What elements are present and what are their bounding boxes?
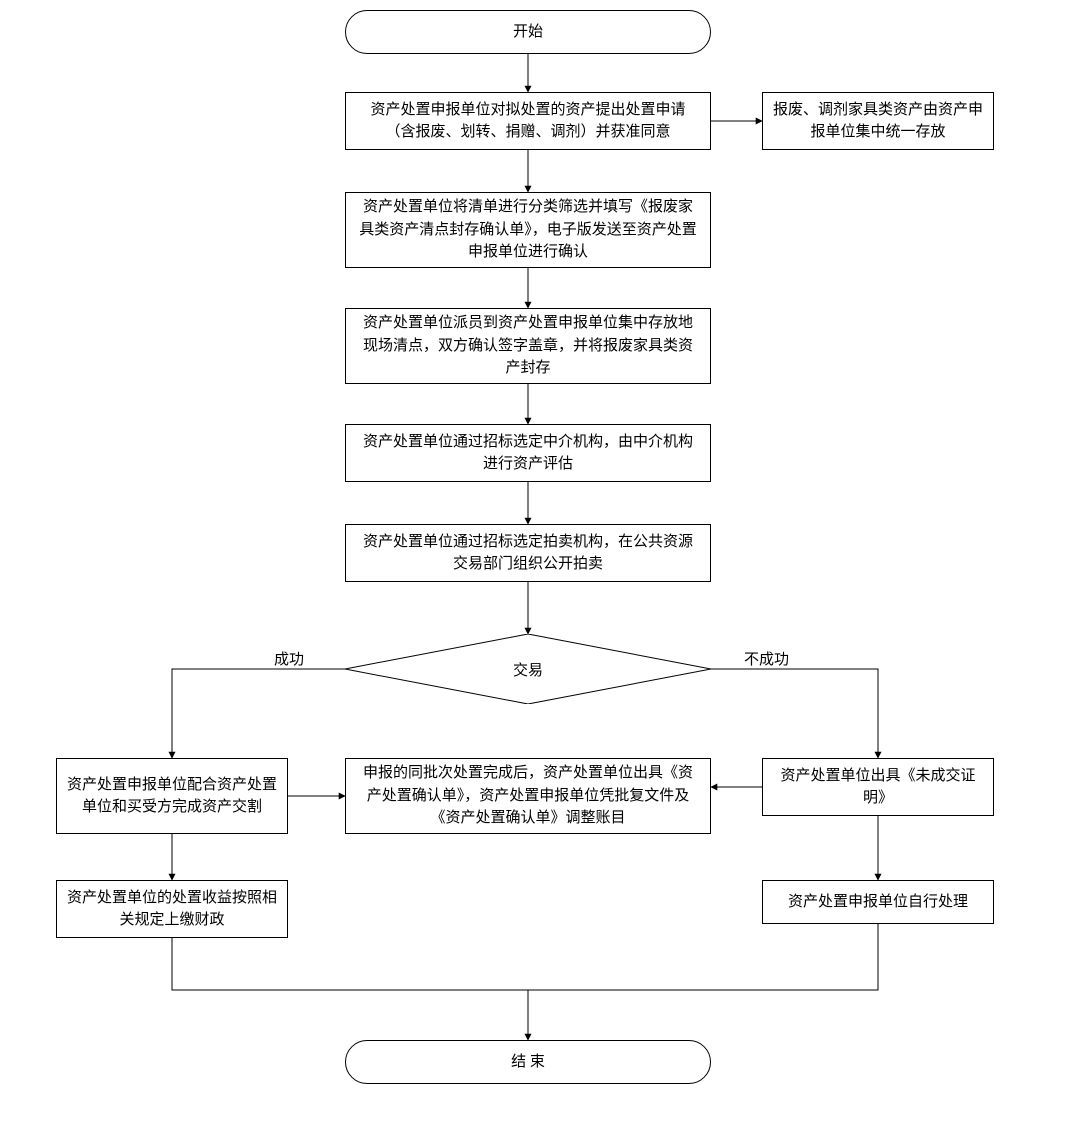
node-right-self-handle: 资产处置申报单位自行处理 — [762, 880, 994, 924]
node-label: 报废、调剂家具类资产由资产申报单位集中统一存放 — [773, 99, 983, 144]
node-decision: 交易 — [345, 634, 711, 704]
node-label: 交易 — [345, 634, 711, 704]
node-label: 资产处置申报单位对拟处置的资产提出处置申请（含报废、划转、捐赠、调剂）并获准同意 — [356, 99, 700, 144]
node-label: 申报的同批次处置完成后，资产处置单位出具《资产处置确认单》，资产处置申报单位凭批… — [356, 762, 700, 830]
node-select-agency: 资产处置单位通过招标选定中介机构，由中介机构进行资产评估 — [345, 424, 711, 482]
node-start: 开始 — [345, 10, 711, 54]
node-classify: 资产处置单位将清单进行分类筛选并填写《报废家具类资产清点封存确认单》，电子版发送… — [345, 192, 711, 268]
node-mid-confirm: 申报的同批次处置完成后，资产处置单位出具《资产处置确认单》，资产处置申报单位凭批… — [345, 758, 711, 834]
node-label: 资产处置申报单位配合资产处置单位和买受方完成资产交割 — [67, 774, 277, 819]
node-label: 开始 — [513, 21, 543, 44]
node-label: 资产处置申报单位自行处理 — [788, 891, 968, 914]
node-label: 资产处置单位将清单进行分类筛选并填写《报废家具类资产清点封存确认单》，电子版发送… — [356, 196, 700, 264]
node-storage-side: 报废、调剂家具类资产由资产申报单位集中统一存放 — [762, 92, 994, 150]
node-right-fail-cert: 资产处置单位出具《未成交证明》 — [762, 758, 994, 816]
node-left-revenue: 资产处置单位的处置收益按照相关规定上缴财政 — [56, 880, 288, 938]
edge-label-success: 成功 — [270, 648, 308, 669]
node-onsite-check: 资产处置单位派员到资产处置申报单位集中存放地现场清点，双方确认签字盖章，并将报废… — [345, 308, 711, 384]
node-apply: 资产处置申报单位对拟处置的资产提出处置申请（含报废、划转、捐赠、调剂）并获准同意 — [345, 92, 711, 150]
edge-label-fail: 不成功 — [740, 648, 793, 669]
node-left-delivery: 资产处置申报单位配合资产处置单位和买受方完成资产交割 — [56, 758, 288, 834]
node-label: 结 束 — [511, 1051, 545, 1074]
node-end: 结 束 — [345, 1040, 711, 1084]
node-label: 资产处置单位的处置收益按照相关规定上缴财政 — [67, 887, 277, 932]
node-select-auction: 资产处置单位通过招标选定拍卖机构，在公共资源交易部门组织公开拍卖 — [345, 524, 711, 582]
node-label: 资产处置单位派员到资产处置申报单位集中存放地现场清点，双方确认签字盖章，并将报废… — [356, 312, 700, 380]
node-label: 资产处置单位通过招标选定中介机构，由中介机构进行资产评估 — [356, 431, 700, 476]
node-label: 资产处置单位出具《未成交证明》 — [773, 765, 983, 810]
node-label: 资产处置单位通过招标选定拍卖机构，在公共资源交易部门组织公开拍卖 — [356, 531, 700, 576]
